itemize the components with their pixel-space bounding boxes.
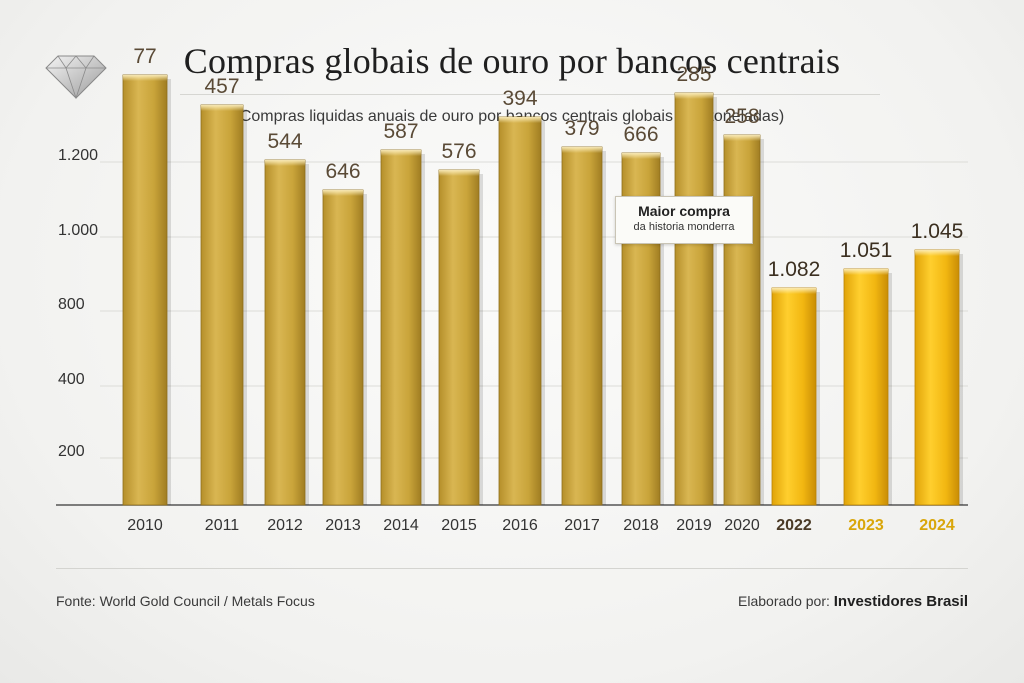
x-tick-label: 2018 <box>623 517 659 534</box>
bar-2020 <box>723 134 761 506</box>
y-tick-label: 400 <box>58 371 85 388</box>
bar-2013 <box>322 189 364 506</box>
x-tick-label: 2017 <box>564 517 600 534</box>
bar-highlight <box>844 269 888 275</box>
chart-subtitle: Compras liquidas anuais de ouro por banc… <box>239 108 785 125</box>
bar-2015 <box>438 169 480 506</box>
value-label: 394 <box>502 87 537 110</box>
value-label: 666 <box>623 123 658 146</box>
callout-subtitle: da historia monderra <box>633 221 735 233</box>
y-tick-label: 1.000 <box>58 222 98 239</box>
bar-2024 <box>914 249 960 506</box>
x-tick-label: 2011 <box>205 517 240 534</box>
bar-2010 <box>122 74 168 506</box>
x-tick-label: 2012 <box>267 517 303 534</box>
bar-2012 <box>264 159 306 506</box>
x-tick-label: 2022 <box>776 517 812 534</box>
value-label: 1.082 <box>768 258 821 281</box>
bar-2016 <box>498 116 542 506</box>
bar-highlight <box>323 190 363 196</box>
x-tick-label: 2013 <box>325 517 361 534</box>
value-label: 285 <box>676 63 711 86</box>
bar-highlight <box>772 288 816 294</box>
bar-highlight <box>123 75 167 81</box>
value-label: 646 <box>325 160 360 183</box>
bar-highlight <box>201 105 243 111</box>
bar-highlight <box>675 93 713 99</box>
value-label: 77 <box>133 45 156 68</box>
bar-highlight <box>381 150 421 156</box>
value-label: 457 <box>204 75 239 98</box>
callout-title: Maior compra <box>638 203 730 219</box>
bar-2023 <box>843 268 889 506</box>
value-label: 587 <box>383 120 418 143</box>
bar-2019 <box>674 92 714 506</box>
x-tick-label: 2019 <box>676 517 712 534</box>
credit-name: Investidores Brasil <box>833 593 968 610</box>
bar-highlight <box>562 147 602 153</box>
x-tick-label: 2024 <box>919 517 955 534</box>
bar-highlight <box>622 153 660 159</box>
value-label: 1.051 <box>840 239 893 262</box>
footer-divider <box>56 568 968 569</box>
diamond-icon <box>45 55 107 100</box>
bar-highlight <box>265 160 305 166</box>
value-label: 379 <box>564 117 599 140</box>
credit-prefix: Elaborado por: <box>738 593 830 609</box>
bar-2014 <box>380 149 422 506</box>
bar-highlight <box>439 170 479 176</box>
bar-2011 <box>200 104 244 506</box>
bar-highlight <box>499 117 541 123</box>
value-label: 258 <box>724 105 759 128</box>
source-note: Fonte: World Gold Council / Metals Focus <box>56 593 315 609</box>
bar-highlight <box>724 135 760 141</box>
title-divider <box>180 94 880 95</box>
x-tick-label: 2015 <box>441 517 477 534</box>
credit-note: Elaborado por: Investidores Brasil <box>738 593 968 610</box>
chart-title: Compras globais de ouro por bancos centr… <box>183 41 841 81</box>
y-tick-label: 200 <box>58 443 85 460</box>
x-tick-label: 2023 <box>848 517 884 534</box>
bar-2022 <box>771 287 817 506</box>
value-label: 544 <box>267 130 302 153</box>
value-label: 576 <box>441 140 476 163</box>
x-tick-label: 2020 <box>724 517 760 534</box>
y-tick-label: 1.200 <box>58 147 98 164</box>
x-tick-label: 2016 <box>502 517 538 534</box>
x-tick-label: 2010 <box>127 517 163 534</box>
x-tick-label: 2014 <box>383 517 419 534</box>
record-callout: Maior compra da historia monderra <box>615 196 753 244</box>
bar-2017 <box>561 146 603 506</box>
bar-highlight <box>915 250 959 256</box>
y-tick-label: 800 <box>58 296 85 313</box>
value-label: 1.045 <box>911 220 964 243</box>
